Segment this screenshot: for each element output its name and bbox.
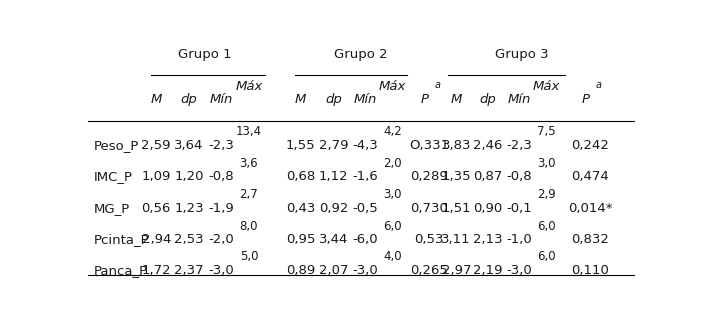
Text: M: M bbox=[151, 93, 162, 106]
Text: 2,97: 2,97 bbox=[441, 264, 471, 277]
Text: a: a bbox=[595, 80, 601, 90]
Text: -3,0: -3,0 bbox=[506, 264, 532, 277]
Text: -2,0: -2,0 bbox=[209, 233, 234, 246]
Text: 0,89: 0,89 bbox=[286, 264, 315, 277]
Text: O,331: O,331 bbox=[409, 139, 449, 152]
Text: -3,0: -3,0 bbox=[352, 264, 378, 277]
Text: MG_P: MG_P bbox=[94, 202, 130, 215]
Text: 8,0: 8,0 bbox=[239, 220, 258, 233]
Text: 0,242: 0,242 bbox=[571, 139, 609, 152]
Text: 13,4: 13,4 bbox=[236, 126, 262, 138]
Text: Mín: Mín bbox=[353, 93, 377, 106]
Text: 0,68: 0,68 bbox=[286, 170, 315, 183]
Text: Pcinta_P: Pcinta_P bbox=[94, 233, 149, 246]
Text: 2,07: 2,07 bbox=[319, 264, 348, 277]
Text: 2,13: 2,13 bbox=[473, 233, 503, 246]
Text: -6,0: -6,0 bbox=[353, 233, 378, 246]
Text: 6,0: 6,0 bbox=[537, 220, 555, 233]
Text: IMC_P: IMC_P bbox=[94, 170, 132, 183]
Text: Peso_P: Peso_P bbox=[94, 139, 139, 152]
Text: dp: dp bbox=[479, 93, 496, 106]
Text: 3,11: 3,11 bbox=[441, 233, 471, 246]
Text: 0,90: 0,90 bbox=[473, 202, 503, 215]
Text: 2,9: 2,9 bbox=[537, 188, 555, 201]
Text: Mín: Mín bbox=[210, 93, 233, 106]
Text: 2,79: 2,79 bbox=[319, 139, 348, 152]
Text: 1,51: 1,51 bbox=[441, 202, 471, 215]
Text: 2,7: 2,7 bbox=[239, 188, 258, 201]
Text: 3,0: 3,0 bbox=[383, 188, 402, 201]
Text: 0,289: 0,289 bbox=[410, 170, 448, 183]
Text: 1,12: 1,12 bbox=[319, 170, 348, 183]
Text: 3,64: 3,64 bbox=[175, 139, 203, 152]
Text: 0,832: 0,832 bbox=[571, 233, 609, 246]
Text: 0,56: 0,56 bbox=[142, 202, 171, 215]
Text: -4,3: -4,3 bbox=[352, 139, 378, 152]
Text: Máx: Máx bbox=[533, 79, 560, 93]
Text: 5,0: 5,0 bbox=[239, 251, 258, 263]
Text: Panca_P: Panca_P bbox=[94, 264, 148, 277]
Text: 4,2: 4,2 bbox=[383, 126, 402, 138]
Text: 2,94: 2,94 bbox=[142, 233, 171, 246]
Text: 2,59: 2,59 bbox=[142, 139, 171, 152]
Text: -1,6: -1,6 bbox=[352, 170, 378, 183]
Text: -1,0: -1,0 bbox=[506, 233, 532, 246]
Text: P: P bbox=[582, 93, 589, 106]
Text: Máx: Máx bbox=[379, 79, 406, 93]
Text: a: a bbox=[434, 80, 440, 90]
Text: -0,8: -0,8 bbox=[506, 170, 532, 183]
Text: 0,43: 0,43 bbox=[286, 202, 315, 215]
Text: -1,9: -1,9 bbox=[209, 202, 234, 215]
Text: M: M bbox=[451, 93, 462, 106]
Text: 2,46: 2,46 bbox=[473, 139, 503, 152]
Text: P: P bbox=[420, 93, 429, 106]
Text: Grupo 1: Grupo 1 bbox=[179, 48, 232, 61]
Text: 2,19: 2,19 bbox=[473, 264, 503, 277]
Text: 3,83: 3,83 bbox=[441, 139, 471, 152]
Text: 3,44: 3,44 bbox=[319, 233, 348, 246]
Text: 0,014*: 0,014* bbox=[567, 202, 612, 215]
Text: 0,92: 0,92 bbox=[319, 202, 348, 215]
Text: 0,95: 0,95 bbox=[286, 233, 315, 246]
Text: 0,110: 0,110 bbox=[571, 264, 609, 277]
Text: -0,1: -0,1 bbox=[506, 202, 532, 215]
Text: 0,87: 0,87 bbox=[473, 170, 503, 183]
Text: 1,09: 1,09 bbox=[142, 170, 171, 183]
Text: 2,37: 2,37 bbox=[174, 264, 203, 277]
Text: -2,3: -2,3 bbox=[208, 139, 234, 152]
Text: 7,5: 7,5 bbox=[537, 126, 555, 138]
Text: 6,0: 6,0 bbox=[537, 251, 555, 263]
Text: 1,35: 1,35 bbox=[441, 170, 471, 183]
Text: 3,0: 3,0 bbox=[537, 157, 555, 170]
Text: Grupo 2: Grupo 2 bbox=[334, 48, 388, 61]
Text: 2,53: 2,53 bbox=[174, 233, 203, 246]
Text: 1,72: 1,72 bbox=[142, 264, 171, 277]
Text: 2,0: 2,0 bbox=[383, 157, 402, 170]
Text: -0,5: -0,5 bbox=[352, 202, 378, 215]
Text: 6,0: 6,0 bbox=[383, 220, 402, 233]
Text: 0,474: 0,474 bbox=[571, 170, 609, 183]
Text: 0,730: 0,730 bbox=[410, 202, 448, 215]
Text: -2,3: -2,3 bbox=[506, 139, 532, 152]
Text: Mín: Mín bbox=[508, 93, 531, 106]
Text: 4,0: 4,0 bbox=[383, 251, 402, 263]
Text: M: M bbox=[295, 93, 306, 106]
Text: Grupo 3: Grupo 3 bbox=[495, 48, 548, 61]
Text: -0,8: -0,8 bbox=[209, 170, 234, 183]
Text: 0,265: 0,265 bbox=[410, 264, 448, 277]
Text: 1,55: 1,55 bbox=[286, 139, 315, 152]
Text: -3,0: -3,0 bbox=[209, 264, 234, 277]
Text: Máx: Máx bbox=[235, 79, 263, 93]
Text: 1,23: 1,23 bbox=[174, 202, 203, 215]
Text: 1,20: 1,20 bbox=[174, 170, 203, 183]
Text: dp: dp bbox=[180, 93, 197, 106]
Text: 0,53: 0,53 bbox=[414, 233, 444, 246]
Text: dp: dp bbox=[325, 93, 342, 106]
Text: 3,6: 3,6 bbox=[239, 157, 258, 170]
